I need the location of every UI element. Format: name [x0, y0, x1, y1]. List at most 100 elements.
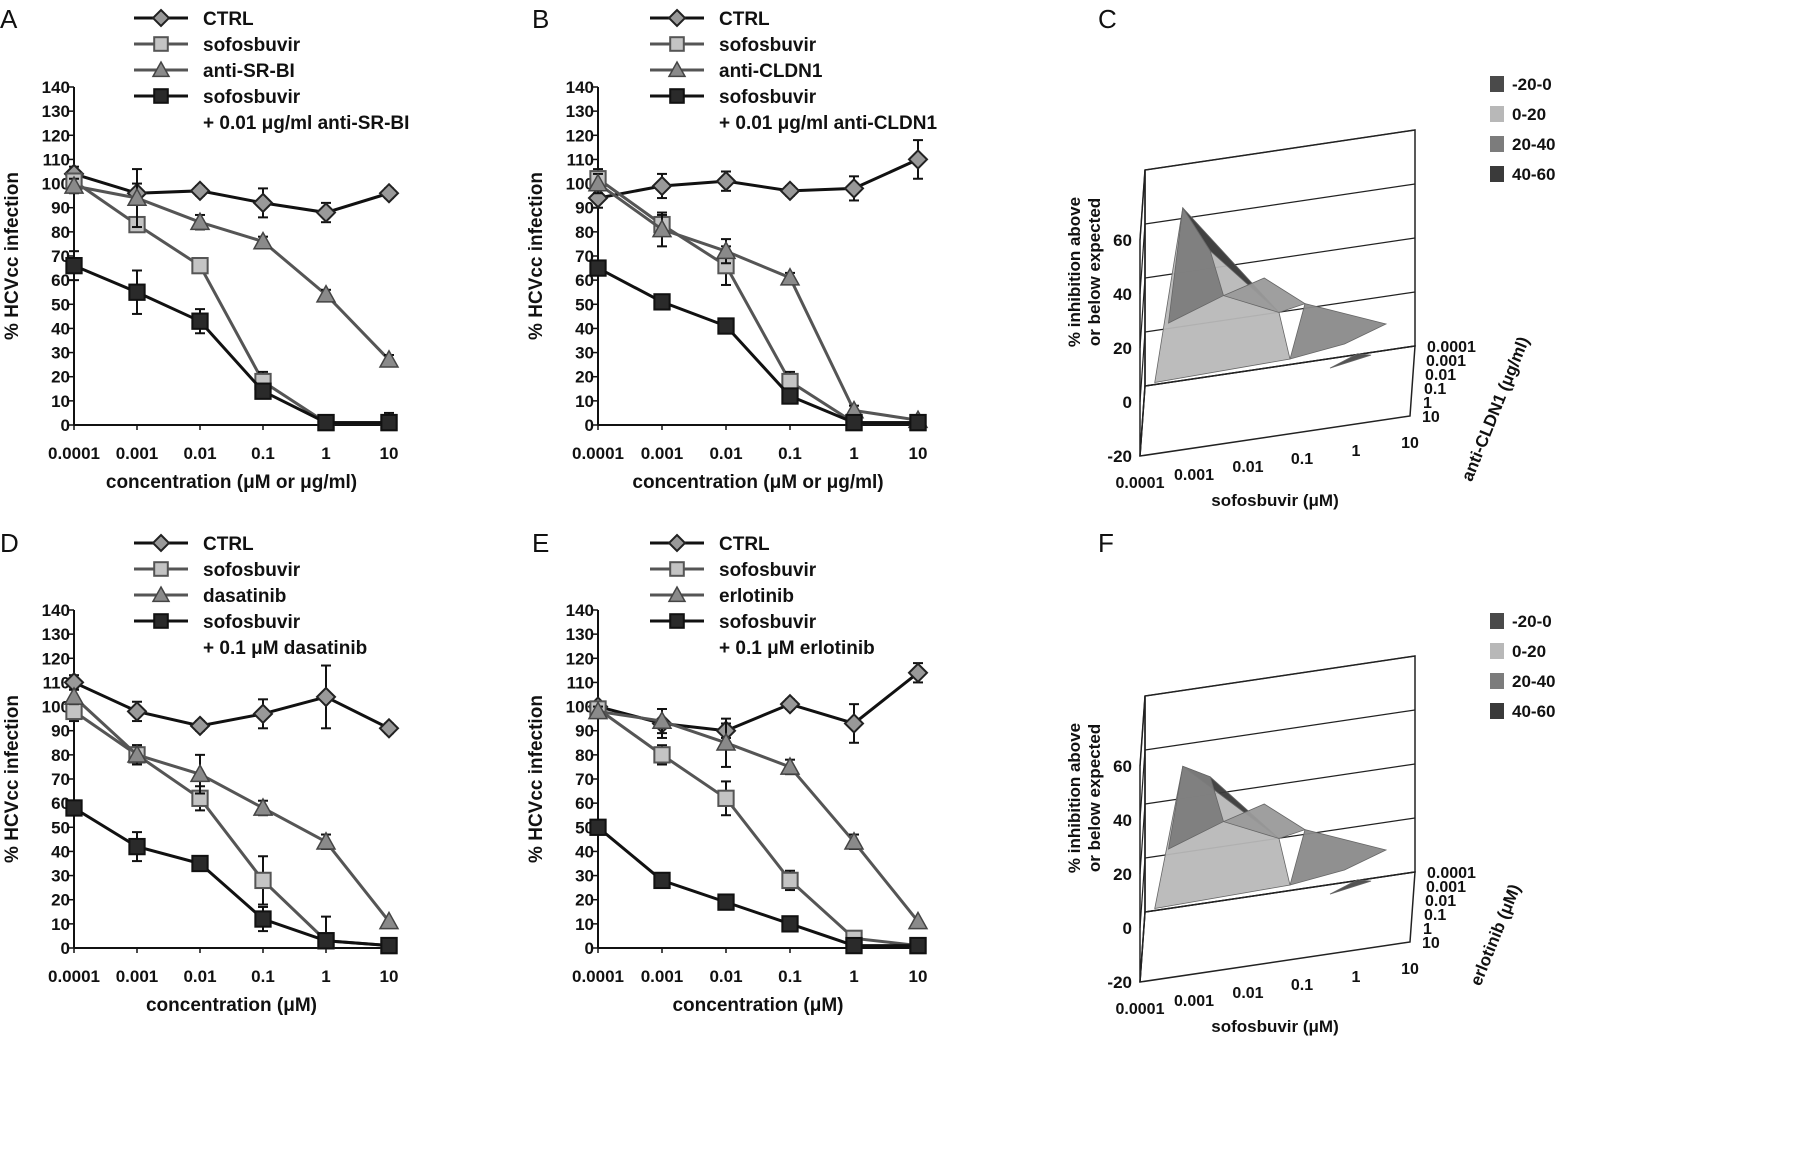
x-tick-label: 0.0001	[48, 967, 100, 986]
legend-swatch	[1490, 613, 1504, 629]
series-1	[589, 700, 927, 955]
chart-panel-D: D CTRL sofosbuvir dasatinib sofosbuvir + 0.1 …	[0, 528, 400, 1016]
y-tick-label: 0	[585, 416, 594, 435]
data-point	[717, 317, 735, 335]
y-tick-label: 10	[1422, 935, 1440, 952]
y-tick-label: 20	[51, 891, 70, 910]
x-tick-label: 10	[909, 967, 928, 986]
series-0	[63, 664, 400, 739]
series-line	[597, 177, 918, 425]
y-tick-label: 10	[51, 392, 70, 411]
y-tick-label: 90	[51, 722, 70, 741]
x-axis-title: concentration (μM or μg/ml)	[632, 472, 883, 493]
legend-label: dasatinib	[203, 586, 286, 607]
x-tick-label: 0.01	[709, 967, 742, 986]
legend-swatch	[1490, 643, 1504, 659]
x-tick-label: 0.1	[251, 967, 275, 986]
y-tick-label: 140	[566, 78, 594, 97]
legend-marker	[669, 36, 685, 52]
data-point	[317, 413, 335, 432]
z-axis-title: % inhibition above	[1065, 723, 1084, 873]
data-point	[715, 240, 737, 260]
x-tick-label: 0.0001	[1116, 475, 1165, 492]
legend-label: 40-60	[1512, 702, 1555, 721]
data-point	[779, 180, 801, 202]
data-point	[128, 837, 146, 856]
y-tick-label: 20	[575, 891, 594, 910]
data-point	[907, 662, 929, 684]
data-point	[653, 746, 671, 764]
x-tick-label: 0.001	[641, 444, 684, 463]
data-point	[252, 797, 274, 816]
data-point	[843, 831, 865, 850]
surface-facet	[1329, 353, 1372, 369]
y-tick-label: 0.0001	[1427, 339, 1476, 356]
data-point	[191, 257, 209, 275]
data-point	[587, 700, 609, 720]
legend-swatch	[1490, 106, 1504, 122]
series-3	[65, 799, 398, 955]
series-line	[73, 184, 391, 361]
data-point	[909, 936, 927, 955]
series-2	[587, 700, 929, 930]
legend-label: 0-20	[1512, 642, 1546, 661]
y-tick-label: 90	[51, 199, 70, 218]
legend-label: 20-40	[1512, 135, 1555, 154]
x-tick-label: 1	[849, 444, 858, 463]
series-1	[65, 172, 398, 432]
panel-letter: B	[532, 4, 549, 34]
series-3	[589, 818, 927, 955]
x-tick-label: 0.01	[1232, 459, 1263, 476]
legend-label: sofosbuvir	[719, 560, 817, 581]
y-tick-label: 40	[575, 319, 594, 338]
y-tick-label: 40	[51, 842, 70, 861]
series-line	[597, 671, 919, 733]
legend-marker	[151, 60, 171, 78]
z-tick-label: 60	[1113, 757, 1132, 776]
y-tick-label: 0	[61, 416, 70, 435]
y-tick-label: 140	[42, 78, 70, 97]
data-point	[845, 936, 863, 955]
data-point	[380, 413, 398, 432]
data-point	[845, 413, 863, 432]
y-tick-label: 90	[575, 722, 594, 741]
data-point	[378, 910, 400, 930]
data-point	[65, 799, 83, 817]
data-point	[651, 710, 673, 730]
data-point	[653, 293, 671, 311]
series-line	[73, 179, 389, 425]
x-tick-label: 0.001	[116, 444, 159, 463]
legend-marker	[151, 585, 171, 603]
z-grid	[1139, 803, 1146, 875]
legend-label: sofosbuvir	[719, 612, 817, 633]
x-tick-label: 1	[1352, 443, 1361, 460]
y-tick-label: 1	[1423, 921, 1432, 938]
x-tick-label: 0.001	[1174, 993, 1214, 1010]
data-point	[781, 387, 799, 405]
data-point	[252, 192, 274, 214]
legend-label: -20-0	[1512, 75, 1552, 94]
data-point	[315, 831, 337, 850]
series-line	[72, 695, 391, 923]
data-point	[779, 693, 801, 715]
z-grid	[1139, 749, 1146, 821]
y-tick-label: 0	[585, 939, 594, 958]
z-tick-label: 20	[1113, 339, 1132, 358]
data-point	[651, 218, 673, 238]
y-axis-title: % HCVcc infection	[526, 172, 547, 340]
x-tick-label: 0.01	[709, 444, 742, 463]
x-tick-label: 10	[380, 444, 399, 463]
legend-label: sofosbuvir	[203, 87, 301, 108]
x-tick-label: 0.1	[1291, 451, 1313, 468]
series-3	[589, 259, 927, 432]
y-tick-label: 80	[51, 746, 70, 765]
legend-label: anti-CLDN1	[719, 61, 823, 82]
surface-facet	[1289, 303, 1388, 360]
z-grid	[1144, 129, 1416, 171]
surface-facet	[1289, 829, 1388, 886]
x-tick-label: 0.001	[641, 967, 684, 986]
legend-label: erlotinib	[719, 586, 794, 607]
y-tick-label: 110	[567, 150, 594, 169]
y-tick-label: 100	[566, 175, 594, 194]
